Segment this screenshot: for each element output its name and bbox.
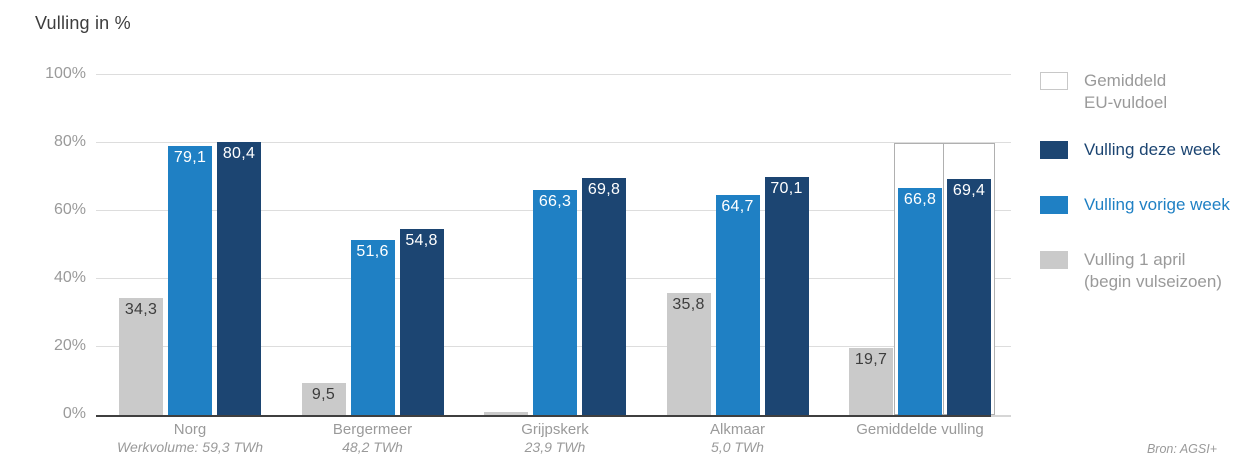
legend-swatch-vulling-deze-week xyxy=(1040,141,1068,159)
x-axis-baseline-extension xyxy=(991,415,1011,417)
gridline xyxy=(96,142,1011,143)
category-label: Alkmaar xyxy=(709,421,765,438)
x-axis-baseline xyxy=(96,415,991,417)
bar-value-label: 9,5 xyxy=(311,385,336,403)
bar: 35,8 xyxy=(666,293,711,415)
bar: 9,5 xyxy=(301,382,346,415)
category-subtitle: Werkvolume: 59,3 TWh xyxy=(116,439,263,455)
y-axis: 0% 20% 40% 60% 80% 100% xyxy=(0,65,86,422)
bar: 34,3 xyxy=(119,298,163,415)
bar-value-label: 80,4 xyxy=(222,144,256,162)
bar-value-label: 66,3 xyxy=(538,192,572,210)
legend-swatch-vulling-1-april xyxy=(1040,251,1068,269)
y-axis-tick-label: 40% xyxy=(53,269,86,286)
bar: 69,4 xyxy=(947,179,991,415)
bar: 66,8 xyxy=(898,187,942,415)
legend-label: Vulling vorige week xyxy=(1084,195,1230,214)
bar-value-label: 54,8 xyxy=(405,231,438,249)
category-subtitle: 23,9 TWh xyxy=(524,439,586,455)
legend-item-vulling-vorige-week: Vulling vorige week xyxy=(1040,194,1248,216)
bar xyxy=(484,411,528,415)
legend-item-vulling-1-april: Vulling 1 april (begin vulseizoen) xyxy=(1040,249,1248,293)
bar: 19,7 xyxy=(849,348,893,415)
bar: 66,3 xyxy=(533,189,577,415)
source-note: Bron: AGSI+ xyxy=(1146,442,1217,456)
category-subtitle: 5,0 TWh xyxy=(711,439,764,455)
plot-area: 34,3 79,1 80,4 9,5 51,6 54,8 66,3 69,8 35,8 64,7 7… xyxy=(96,74,1011,417)
y-axis-tick-label: 80% xyxy=(53,133,86,150)
bar-value-label: 70,1 xyxy=(770,179,803,197)
category-label: Gemiddelde vulling xyxy=(856,421,984,438)
y-axis-tick-label: 20% xyxy=(53,337,86,354)
category-label: Bergermeer xyxy=(332,421,413,438)
legend-label: Gemiddeld EU-vuldoel xyxy=(1084,71,1168,112)
bar-value-label: 64,7 xyxy=(721,198,754,216)
bar: 54,8 xyxy=(399,228,444,415)
gridline xyxy=(96,74,1011,75)
legend-item-vulling-deze-week: Vulling deze week xyxy=(1040,139,1248,161)
bar-value-label: 66,8 xyxy=(903,190,937,208)
bar: 64,7 xyxy=(715,195,760,415)
bar-value-label: 51,6 xyxy=(356,242,389,260)
bar: 80,4 xyxy=(217,141,261,415)
chart-title: Vulling in % xyxy=(35,13,131,33)
bar: 70,1 xyxy=(764,176,809,415)
bar-value-label: 79,1 xyxy=(173,149,207,167)
bar-value-label: 19,7 xyxy=(854,351,888,369)
bar-value-label: 34,3 xyxy=(124,301,158,319)
category-label: Norg xyxy=(173,421,207,438)
bar: 69,8 xyxy=(582,177,626,415)
legend-item-eu-vuldoel: Gemiddeld EU-vuldoel xyxy=(1040,70,1248,114)
bar: 51,6 xyxy=(350,239,395,415)
category-subtitle: 48,2 TWh xyxy=(342,439,403,455)
bar-value-label: 69,8 xyxy=(587,180,621,198)
bar: 79,1 xyxy=(168,146,212,415)
y-axis-tick-label: 60% xyxy=(53,201,86,218)
y-axis-tick-label: 100% xyxy=(45,65,86,82)
legend-label: Vulling deze week xyxy=(1084,140,1221,159)
bar-value-label: 35,8 xyxy=(672,296,705,314)
bar-value-label: 69,4 xyxy=(952,182,986,200)
legend-swatch-eu-vuldoel xyxy=(1040,72,1068,90)
y-axis-tick-label: 0% xyxy=(62,405,86,422)
category-label: Grijpskerk xyxy=(521,421,589,438)
legend-swatch-vulling-vorige-week xyxy=(1040,196,1068,214)
legend-label: Vulling 1 april (begin vulseizoen) xyxy=(1084,250,1222,291)
